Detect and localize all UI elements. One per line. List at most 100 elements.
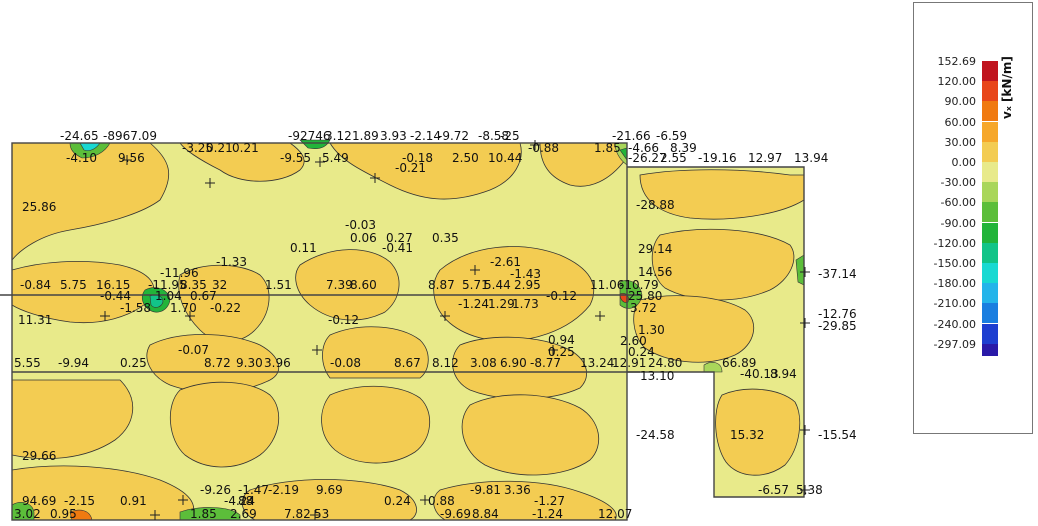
value-label: -9.69: [440, 507, 471, 521]
value-label: -3.25: [182, 141, 213, 155]
value-label: -6.59: [656, 129, 687, 143]
value-label: 66.89: [722, 356, 756, 370]
value-labels: -24.65 -8967.09 -3.25 0.21 0.21 -92746 3…: [14, 129, 857, 521]
value-label: -0.22: [210, 301, 241, 315]
legend-swatch: [982, 323, 998, 344]
value-label: -1.27: [534, 494, 565, 508]
value-label: -9.72: [438, 129, 469, 143]
value-label: -4.10: [66, 151, 97, 165]
value-label: 0.21: [232, 141, 259, 155]
value-label: 8.87: [428, 278, 455, 292]
value-label: 3.93: [380, 129, 407, 143]
zone: [639, 169, 805, 220]
contour-plot: -24.65 -8967.09 -3.25 0.21 0.21 -92746 3…: [0, 129, 857, 521]
marker: [100, 140, 810, 520]
legend-entry: -210.00: [924, 297, 1014, 324]
value-label: -2.14: [410, 129, 441, 143]
zone: [11, 502, 35, 521]
zone: [715, 388, 801, 476]
value-label: -19.16: [698, 151, 737, 165]
legend-entry: 0.00: [924, 156, 1014, 182]
legend-value: -120.00: [933, 236, 976, 250]
value-label: 6.90: [500, 356, 527, 370]
value-label: -8.58: [478, 129, 509, 143]
value-label: 0.27: [386, 231, 413, 245]
value-label: -37.14: [818, 267, 857, 281]
value-label: 16.15: [96, 278, 130, 292]
value-label: 10.44: [488, 151, 522, 165]
value-label: 11.06: [590, 278, 624, 292]
value-label: 0.94: [548, 333, 575, 347]
slab-outline: [0, 142, 805, 521]
value-label: -2.15: [64, 494, 95, 508]
legend-swatch: [982, 343, 998, 356]
value-label: 7.82: [284, 507, 311, 521]
value-label: -29.85: [818, 319, 857, 333]
legend-entry: -150.00: [924, 257, 1014, 283]
value-label: 53: [314, 507, 329, 521]
value-label: 8.94: [770, 367, 797, 381]
legend-swatch: [982, 162, 998, 182]
value-label: -24.65: [60, 129, 99, 143]
value-label: -40.13: [740, 367, 779, 381]
legend-value: -180.00: [933, 277, 976, 291]
value-label: -1.47: [238, 483, 269, 497]
zone: [321, 385, 431, 464]
value-label: -4.24: [224, 494, 255, 508]
value-label: 8.60: [350, 278, 377, 292]
legend-entry: -60.00: [924, 196, 1014, 223]
legend-value: -30.00: [940, 176, 976, 190]
legend-entry: -90.00: [924, 217, 1014, 243]
zone: [322, 326, 429, 379]
legend-swatch: [982, 141, 998, 162]
legend-swatch: [982, 81, 998, 102]
main-slab-outline: [11, 142, 628, 521]
value-label: -9.55: [280, 151, 311, 165]
value-label: 2.60: [620, 334, 647, 348]
contour-zones-positive: [11, 142, 805, 521]
right-slab-outline: [627, 166, 805, 498]
value-label: -0.12: [328, 313, 359, 327]
legend-swatch: [982, 242, 998, 263]
value-label: -9.94: [58, 356, 89, 370]
value-label: -15.54: [818, 428, 857, 442]
value-label: 3.12: [325, 129, 352, 143]
value-label: 8.39: [670, 141, 697, 155]
value-label: 1.89: [352, 129, 379, 143]
value-label: -0.21: [395, 161, 426, 175]
legend-value: 120.00: [937, 75, 977, 89]
value-label: 29.14: [638, 242, 672, 256]
value-label: 3.08: [470, 356, 497, 370]
value-label: 3.72: [630, 301, 657, 315]
value-label: 25.86: [22, 200, 56, 214]
value-label: 12.07: [598, 507, 632, 521]
value-label: -11.96: [160, 266, 199, 280]
value-label: -8.77: [530, 356, 561, 370]
value-label: -8967.09: [103, 129, 157, 143]
zone: [703, 362, 723, 373]
value-label: 32: [212, 278, 227, 292]
legend-value: -150.00: [933, 257, 976, 270]
value-label: -1.43: [510, 267, 541, 281]
value-label: 1.51: [265, 278, 292, 292]
legend-entry: 30.00: [924, 136, 1014, 162]
legend-value: -297.09: [933, 337, 976, 351]
node-markers: [100, 140, 810, 520]
value-label: -2.19: [268, 483, 299, 497]
zone: [633, 295, 754, 363]
value-label: 88: [238, 494, 253, 508]
value-label: -9.26: [200, 483, 231, 497]
value-label: -6.57: [758, 483, 789, 497]
zone: [299, 139, 331, 150]
value-label: 13.10: [640, 369, 674, 383]
legend-value: 152.69: [937, 55, 977, 68]
value-label: 1.85: [190, 507, 217, 521]
value-label: -1.24: [532, 507, 563, 521]
value-label: 7.39: [326, 278, 353, 292]
value-label: 1.70: [170, 301, 197, 315]
legend-value: 30.00: [944, 135, 977, 149]
zone: [241, 479, 417, 521]
zone: [169, 381, 279, 468]
value-label: -10.79: [620, 278, 659, 292]
value-label: 8.72: [204, 356, 231, 370]
